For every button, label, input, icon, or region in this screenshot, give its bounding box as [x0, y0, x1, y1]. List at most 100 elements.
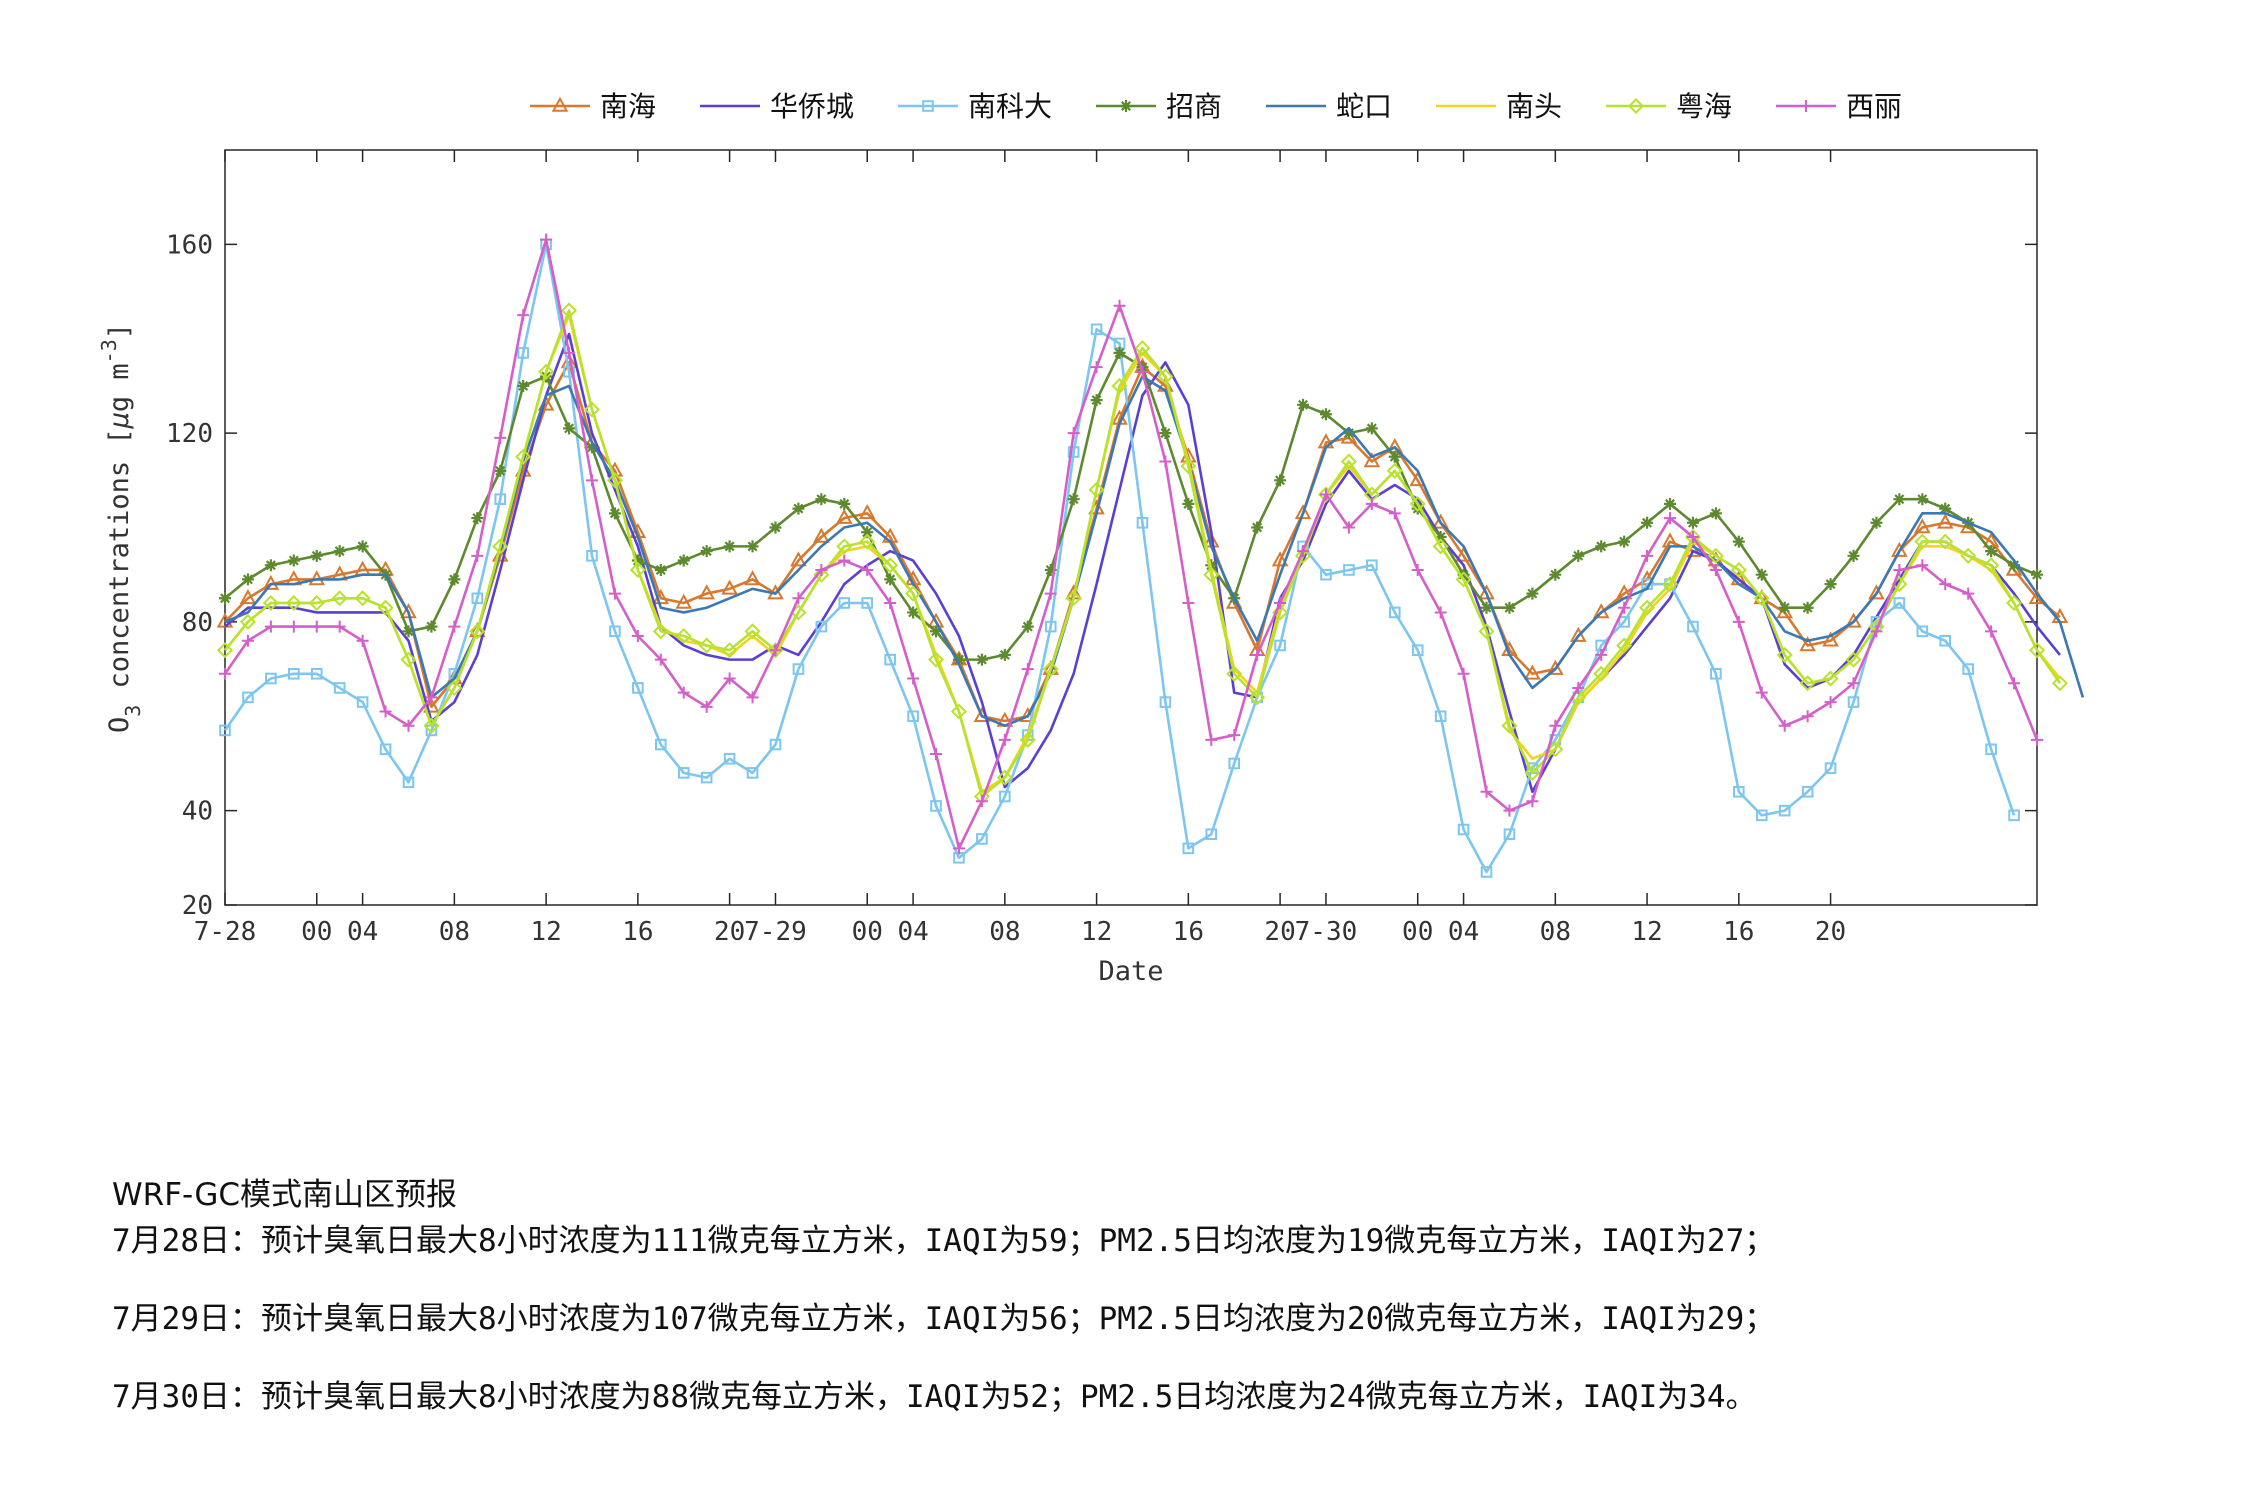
data-point — [1271, 551, 1289, 567]
forecast-line-1: 7月28日：预计臭氧日最大8小时浓度为111微克每立方米，IAQI为59；PM2… — [112, 1223, 1776, 1259]
data-point — [675, 628, 692, 645]
data-point — [813, 527, 830, 543]
data-point — [331, 590, 348, 607]
data-point — [1411, 563, 1424, 576]
data-point — [540, 233, 553, 246]
data-point — [654, 653, 667, 666]
data-point — [288, 667, 300, 680]
data-point — [1569, 626, 1587, 642]
data-point — [561, 302, 578, 319]
legend-label: 蛇口 — [1336, 90, 1392, 123]
data-point — [471, 549, 484, 562]
data-point — [1319, 488, 1332, 501]
data-point — [1434, 530, 1447, 543]
data-point — [723, 672, 736, 685]
data-point — [606, 472, 623, 489]
data-point — [2008, 559, 2021, 572]
data-point — [1044, 587, 1057, 600]
data-point — [1985, 545, 1998, 558]
data-point — [586, 550, 598, 562]
data-point — [1845, 651, 1862, 668]
forecast-line-2: 7月29日：预计臭氧日最大8小时浓度为107微克每立方米，IAQI为56；PM2… — [112, 1301, 1776, 1337]
data-point — [1182, 842, 1195, 855]
data-point — [1434, 606, 1447, 619]
data-point — [264, 620, 277, 633]
x-tick-label: 12 — [1081, 917, 1112, 947]
data-point — [1549, 568, 1562, 581]
data-point — [310, 667, 323, 680]
data-point — [1503, 804, 1516, 817]
forecast-title: WRF-GC模式南山区预报 — [112, 1177, 458, 1213]
data-point — [930, 748, 943, 760]
data-point — [1664, 497, 1677, 510]
data-point — [1251, 521, 1264, 534]
data-point — [1595, 540, 1608, 553]
data-point — [1180, 458, 1197, 475]
data-point — [1044, 620, 1057, 633]
data-point — [1019, 731, 1036, 748]
data-point — [1021, 620, 1034, 633]
data-point — [1455, 571, 1472, 588]
data-point — [882, 557, 899, 574]
data-point — [1342, 521, 1355, 534]
data-point — [975, 653, 988, 666]
data-point — [1411, 644, 1424, 656]
data-point — [744, 623, 761, 640]
data-point — [996, 769, 1013, 786]
data-point — [654, 563, 667, 576]
data-point — [792, 592, 805, 605]
data-point — [1799, 675, 1816, 692]
data-point — [241, 573, 254, 586]
data-point — [1801, 601, 1814, 614]
data-point — [1572, 549, 1585, 562]
data-point — [746, 767, 759, 779]
data-point — [813, 566, 830, 583]
data-point — [1113, 346, 1126, 359]
data-point — [356, 634, 369, 647]
data-point — [1616, 637, 1633, 654]
x-tick-label: 04 — [1448, 917, 1479, 947]
data-point — [425, 620, 438, 633]
data-point — [1939, 634, 1952, 647]
data-point — [950, 703, 967, 720]
data-point — [310, 620, 323, 633]
data-point — [1916, 559, 1929, 572]
data-point — [402, 625, 415, 638]
data-point — [1090, 361, 1103, 374]
data-point — [884, 573, 897, 586]
data-point — [1893, 493, 1906, 506]
data-point — [1120, 100, 1132, 112]
data-point — [563, 346, 576, 359]
legend-label: 南头 — [1506, 90, 1562, 123]
data-point — [1067, 446, 1080, 458]
data-point — [1847, 677, 1860, 690]
x-tick-label: 04 — [897, 917, 928, 947]
data-point — [264, 559, 277, 572]
data-point — [1136, 365, 1149, 378]
data-point — [1159, 696, 1172, 708]
data-point — [494, 431, 507, 444]
x-tick-label: 12 — [530, 917, 561, 947]
data-point — [1983, 557, 2000, 574]
y-tick-label: 40 — [182, 797, 213, 827]
data-point — [1319, 408, 1332, 421]
data-point — [287, 554, 300, 567]
legend-item: 华侨城 — [700, 90, 854, 123]
data-point — [402, 719, 415, 732]
data-point — [721, 642, 738, 659]
data-point — [1916, 625, 1929, 638]
data-point — [609, 625, 621, 638]
data-point — [333, 682, 346, 694]
legend-label: 南科大 — [968, 90, 1052, 123]
data-point — [1891, 541, 1908, 557]
data-point — [1960, 547, 1977, 564]
data-point — [746, 540, 759, 553]
data-point — [815, 563, 828, 576]
data-point — [999, 790, 1011, 803]
data-point — [1822, 670, 1839, 687]
data-point — [2031, 733, 2043, 746]
data-point — [677, 554, 690, 567]
data-point — [907, 710, 919, 723]
data-point — [928, 651, 945, 668]
data-point — [242, 691, 254, 704]
